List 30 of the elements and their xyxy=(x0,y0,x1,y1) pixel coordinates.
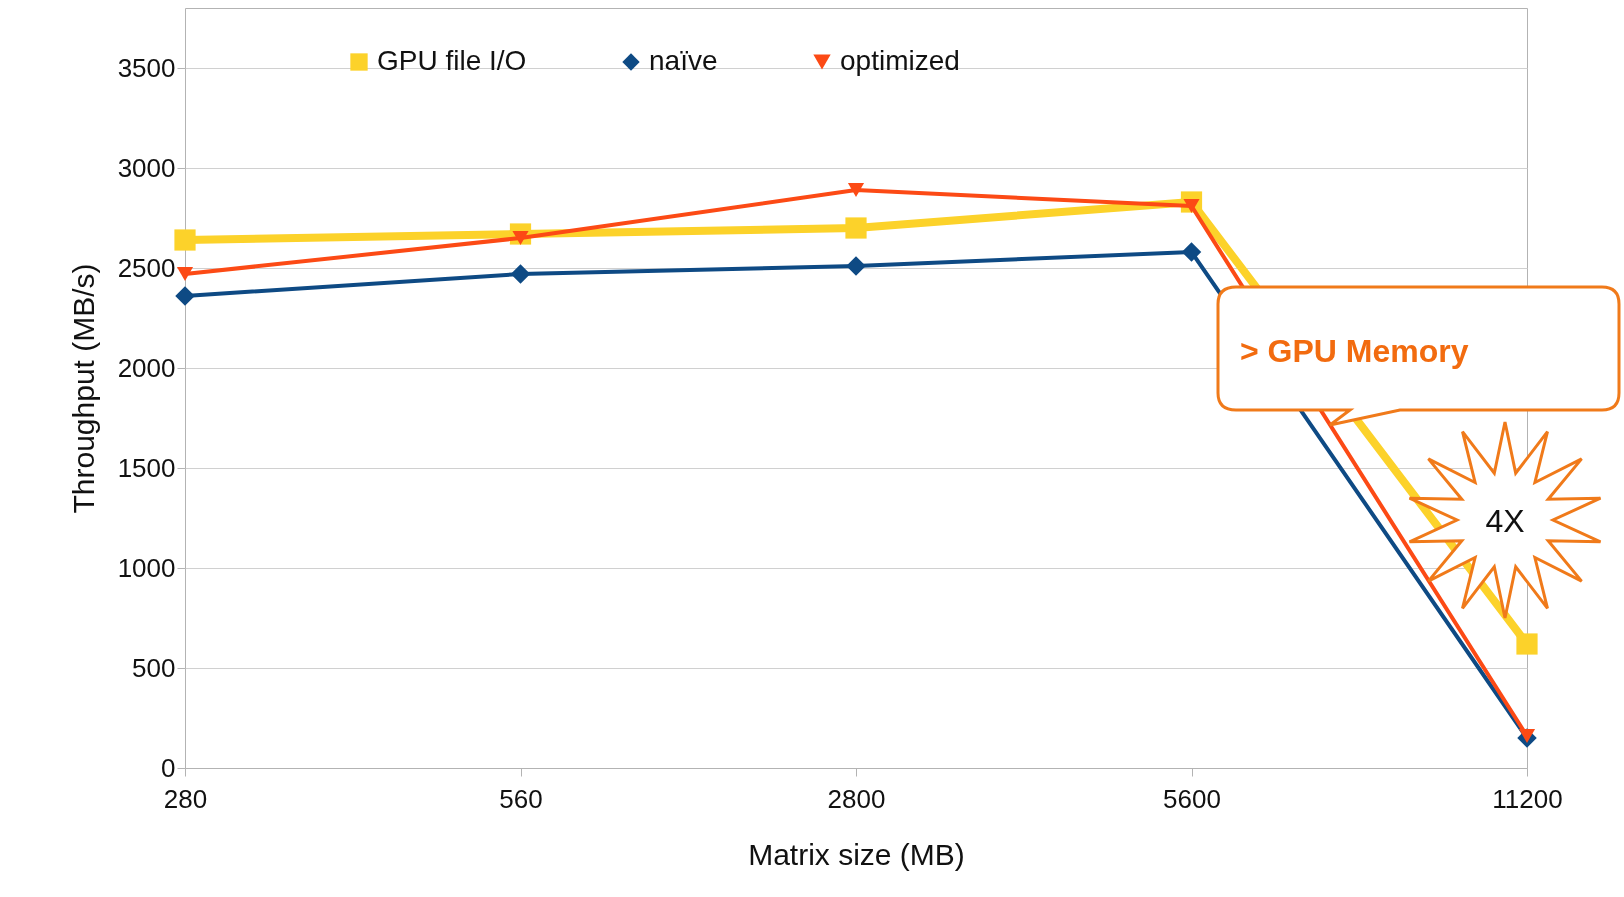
x-tick-label: 2800 xyxy=(827,783,886,814)
point xyxy=(510,264,531,284)
y-tick-label: 1500 xyxy=(117,452,176,483)
point xyxy=(175,286,195,306)
annotation: 4X xyxy=(1485,503,1525,539)
y-tick-label: 2500 xyxy=(117,252,176,283)
point xyxy=(846,256,866,276)
y-axis-title: Throughput (MB/s) xyxy=(66,263,100,514)
y-tick-label: 500 xyxy=(132,652,176,683)
point xyxy=(1181,242,1202,262)
y-tick-label: 3500 xyxy=(117,52,176,83)
x-tick-label: 11200 xyxy=(1492,783,1563,814)
point xyxy=(1516,633,1538,655)
y-tick-label: 1000 xyxy=(117,552,176,583)
point xyxy=(845,217,867,239)
annotation: > GPU Memory xyxy=(1240,333,1469,369)
x-axis-title: Matrix size (MB) xyxy=(748,837,965,871)
point xyxy=(847,183,865,197)
x-tick-label: 560 xyxy=(499,783,543,814)
legend-label: GPU file I/O xyxy=(377,45,527,76)
legend-label: naïve xyxy=(649,45,718,76)
y-tick-label: 3000 xyxy=(117,152,176,183)
y-tick-label: 2000 xyxy=(117,352,176,383)
point xyxy=(176,267,194,281)
legend-label: optimized xyxy=(840,45,960,76)
x-tick-label: 5600 xyxy=(1163,783,1221,814)
point xyxy=(174,229,196,251)
point xyxy=(1518,729,1536,743)
x-tick-label: 280 xyxy=(163,783,208,814)
y-tick-label: 0 xyxy=(161,752,176,783)
